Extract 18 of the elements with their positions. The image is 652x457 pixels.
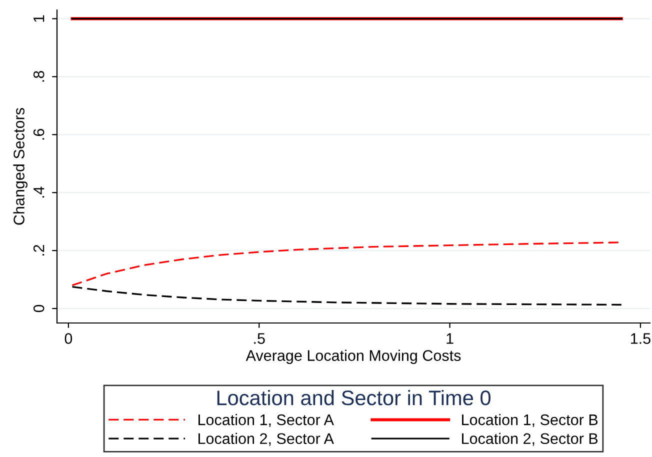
legend-label: Location 2, Sector A [198, 432, 334, 446]
legend-title: Location and Sector in Time 0 [217, 390, 491, 406]
y-tick-label: .8 [33, 70, 44, 82]
x-tick-label: 0 [64, 333, 72, 344]
y-tick-label: 0 [33, 304, 44, 312]
x-tick-label: 1 [446, 333, 454, 344]
legend-label: Location 2, Sector B [462, 432, 598, 446]
legend-label: Location 1, Sector B [462, 414, 598, 428]
y-axis-title: Changed Sectors [13, 108, 28, 225]
legend-label: Location 1, Sector A [198, 414, 334, 428]
x-axis-title: Average Location Moving Costs [246, 350, 461, 364]
line-series [71, 286, 622, 306]
y-tick-label: .6 [33, 128, 44, 140]
x-tick-label: .5 [254, 333, 265, 344]
y-tick-label: .2 [33, 244, 44, 256]
y-tick-label: 1 [34, 15, 44, 22]
x-tick-label: 1.5 [631, 333, 650, 344]
y-tick-label: .4 [34, 186, 44, 198]
